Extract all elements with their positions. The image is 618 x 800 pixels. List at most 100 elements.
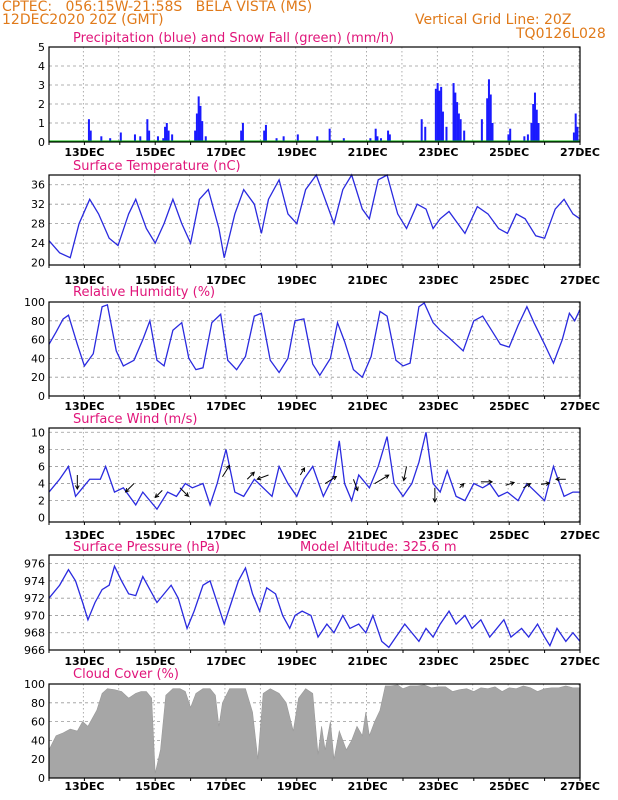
precip-bar	[507, 134, 510, 142]
wind-arrow	[125, 483, 135, 493]
panel-frame	[48, 554, 581, 651]
x-tick-label: 25DEC	[489, 655, 529, 668]
wind-arrow	[374, 474, 389, 484]
precip-bar	[440, 86, 443, 142]
precip-bar	[574, 113, 577, 142]
x-tick-label: 17DEC	[206, 146, 246, 159]
y-tick-label: 100	[24, 678, 45, 691]
wind-arrow-head	[488, 479, 494, 485]
y-tick-label: 2	[38, 98, 45, 111]
precip-bar	[204, 136, 207, 142]
wind-arrow	[403, 466, 408, 481]
wind-arrow-head	[332, 475, 338, 481]
precip-bar	[316, 136, 319, 142]
precip-bar	[194, 130, 197, 142]
x-tick-label: 27DEC	[560, 780, 600, 793]
precip-bar	[89, 130, 92, 142]
precip-bar	[454, 92, 457, 142]
panel-title: Relative Humidity (%)	[73, 285, 215, 300]
wind-arrow	[523, 483, 531, 489]
y-tick-label: 968	[24, 627, 45, 640]
series-line	[48, 301, 581, 379]
y-tick-label: 36	[31, 179, 45, 192]
precip-bar	[162, 138, 165, 142]
y-tick-label: 4	[38, 478, 45, 491]
wind-arrow	[246, 471, 255, 480]
precip-bar	[572, 132, 575, 142]
wind-arrow-head	[74, 485, 80, 491]
x-tick-label: 13DEC	[64, 655, 104, 668]
precip-bar	[199, 105, 202, 142]
run-time-label: 12DEC2020 20Z (GMT)	[2, 12, 164, 28]
precip-bar	[452, 83, 455, 142]
y-tick-label: 972	[24, 592, 45, 605]
precip-bar	[167, 130, 170, 142]
precip-bar	[530, 123, 533, 142]
x-tick-label: 19DEC	[277, 146, 317, 159]
wind-arrow-head	[545, 481, 551, 486]
grid-line-label: Vertical Grid Line: 20Z	[415, 12, 572, 28]
precip-bar	[532, 104, 535, 142]
precip-bar	[457, 113, 460, 142]
panel-frame	[48, 427, 581, 523]
precip-bar	[282, 136, 285, 142]
series-line	[48, 173, 581, 259]
panel-title: Surface Wind (m/s)	[73, 412, 197, 427]
x-tick-label: 23DEC	[418, 146, 458, 159]
x-tick-label: 15DEC	[135, 146, 175, 159]
y-tick-label: 20	[31, 371, 45, 384]
x-tick-label: 17DEC	[206, 655, 246, 668]
y-tick-label: 8	[38, 443, 45, 456]
precip-bar	[434, 88, 437, 142]
precip-bar	[165, 123, 168, 142]
x-tick-label: 25DEC	[489, 529, 529, 542]
precip-bar	[109, 138, 112, 142]
x-tick-label: 21DEC	[348, 146, 388, 159]
panel-frame	[48, 683, 581, 779]
x-tick-label: 19DEC	[277, 655, 317, 668]
precip-bar	[459, 119, 462, 142]
x-tick-label: 25DEC	[489, 400, 529, 413]
x-tick-label: 21DEC	[348, 780, 388, 793]
y-tick-label: 0	[38, 772, 45, 785]
station-header: CPTEC: 056:15W-21:58S BELA VISTA (MS)	[2, 0, 313, 15]
y-tick-label: 80	[31, 315, 45, 328]
x-tick-label: 19DEC	[277, 529, 317, 542]
x-tick-label: 25DEC	[489, 274, 529, 287]
x-tick-label: 23DEC	[418, 780, 458, 793]
precip-bar	[480, 119, 483, 142]
precip-bar	[100, 136, 103, 142]
precip-bar	[195, 113, 198, 142]
y-tick-label: 2	[38, 495, 45, 508]
wind-arrow-head	[250, 471, 255, 477]
model-id-label: TQ0126L028	[516, 26, 606, 42]
precip-bar	[441, 111, 444, 142]
wind-arrow-head	[432, 498, 438, 503]
precip-bar	[148, 130, 151, 142]
precip-bar	[156, 136, 159, 142]
panel-frame	[48, 174, 581, 266]
panel-title: Surface Pressure (hPa)	[73, 540, 220, 555]
wind-arrow	[154, 490, 163, 498]
panel-title: Cloud Cover (%)	[73, 667, 179, 682]
precip-bar	[164, 126, 167, 142]
precip-bar	[388, 134, 391, 142]
y-tick-label: 100	[24, 296, 45, 309]
x-tick-label: 15DEC	[135, 274, 175, 287]
precip-bar	[526, 134, 529, 142]
y-tick-label: 32	[31, 198, 45, 211]
precip-bar	[197, 96, 200, 142]
y-tick-label: 0	[38, 512, 45, 525]
series-line	[48, 432, 580, 511]
precip-bar	[424, 126, 427, 142]
wind-arrow-head	[510, 481, 516, 486]
panel-title: Surface Temperature (nC)	[73, 159, 241, 174]
cloud-cover-area	[48, 684, 581, 779]
x-tick-label: 21DEC	[348, 400, 388, 413]
precip-bar	[119, 132, 122, 142]
precip-bar	[379, 138, 382, 142]
y-tick-label: 24	[31, 237, 45, 250]
panel-frame	[48, 46, 581, 143]
x-tick-label: 27DEC	[560, 400, 600, 413]
precip-bar	[576, 126, 579, 142]
